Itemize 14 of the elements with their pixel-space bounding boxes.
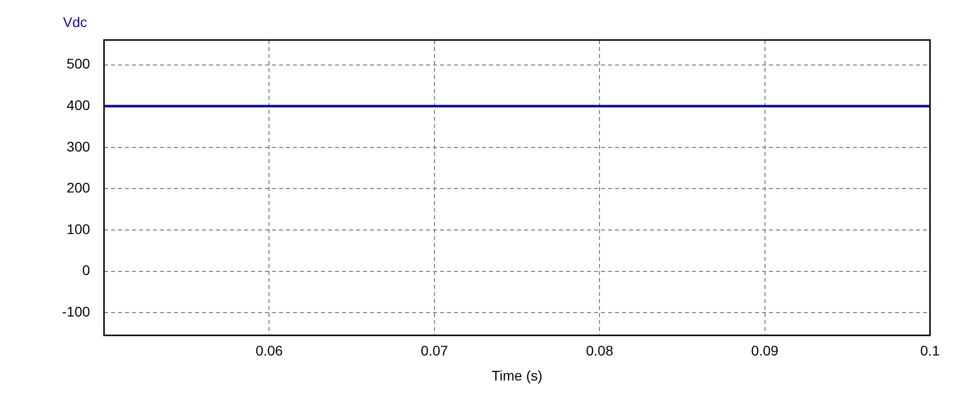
y-tick-label: 200 — [66, 180, 90, 196]
x-axis-title: Time (s) — [492, 367, 542, 384]
text: Vdc — [63, 14, 88, 30]
x-tick-label: 0.07 — [420, 342, 448, 359]
x-tick-label: 0.1 — [920, 342, 940, 359]
y-tick-label: 0 — [82, 262, 90, 278]
x-tick-label: 0.06 — [256, 342, 284, 359]
x-tick-label: 0.09 — [751, 342, 779, 359]
y-tick-label: 500 — [66, 56, 90, 72]
y-tick-label: 100 — [66, 220, 90, 237]
y-tick-label: 300 — [66, 138, 90, 154]
y-tick-label: 400 — [66, 96, 90, 113]
y-tick-label: -100 — [62, 304, 90, 320]
x-tick-label: 0.08 — [586, 342, 614, 359]
